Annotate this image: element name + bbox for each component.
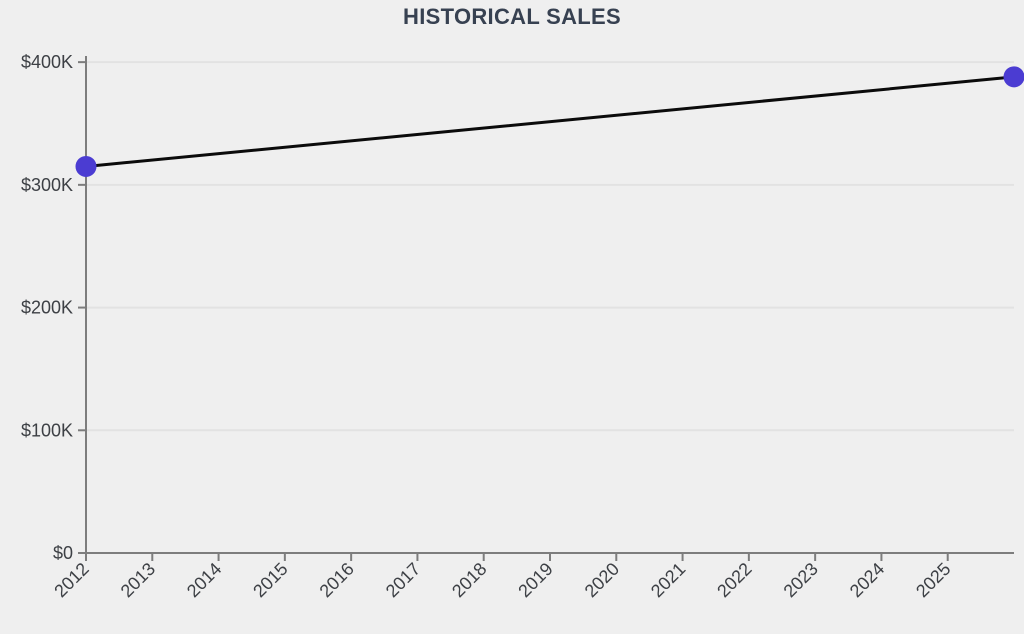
data-point: [75, 155, 97, 177]
chart-title: HISTORICAL SALES: [403, 4, 621, 29]
x-tick-label: 2014: [183, 559, 225, 601]
x-tick-label: 2018: [448, 559, 490, 601]
x-tick-label: 2025: [912, 559, 954, 601]
x-tick-label: 2019: [514, 559, 556, 601]
y-tick-label: $0: [53, 543, 73, 563]
x-tick-label: 2016: [316, 559, 358, 601]
y-tick-label: $200K: [21, 298, 73, 318]
x-tick-label: 2015: [249, 559, 291, 601]
x-tick-label: 2022: [713, 559, 755, 601]
sales-line: [84, 75, 1016, 168]
x-tick-label: 2013: [117, 559, 159, 601]
x-tick-label: 2012: [50, 559, 92, 601]
x-tick-label: 2020: [581, 559, 623, 601]
y-tick-label: $400K: [21, 52, 73, 72]
x-tick-label: 2021: [647, 559, 689, 601]
data-point: [1003, 66, 1024, 88]
x-tick-label: 2017: [382, 559, 424, 601]
y-tick-label: $300K: [21, 175, 73, 195]
x-tick-label: 2023: [780, 559, 822, 601]
x-tick-label: 2024: [846, 559, 888, 601]
y-tick-label: $100K: [21, 420, 73, 440]
